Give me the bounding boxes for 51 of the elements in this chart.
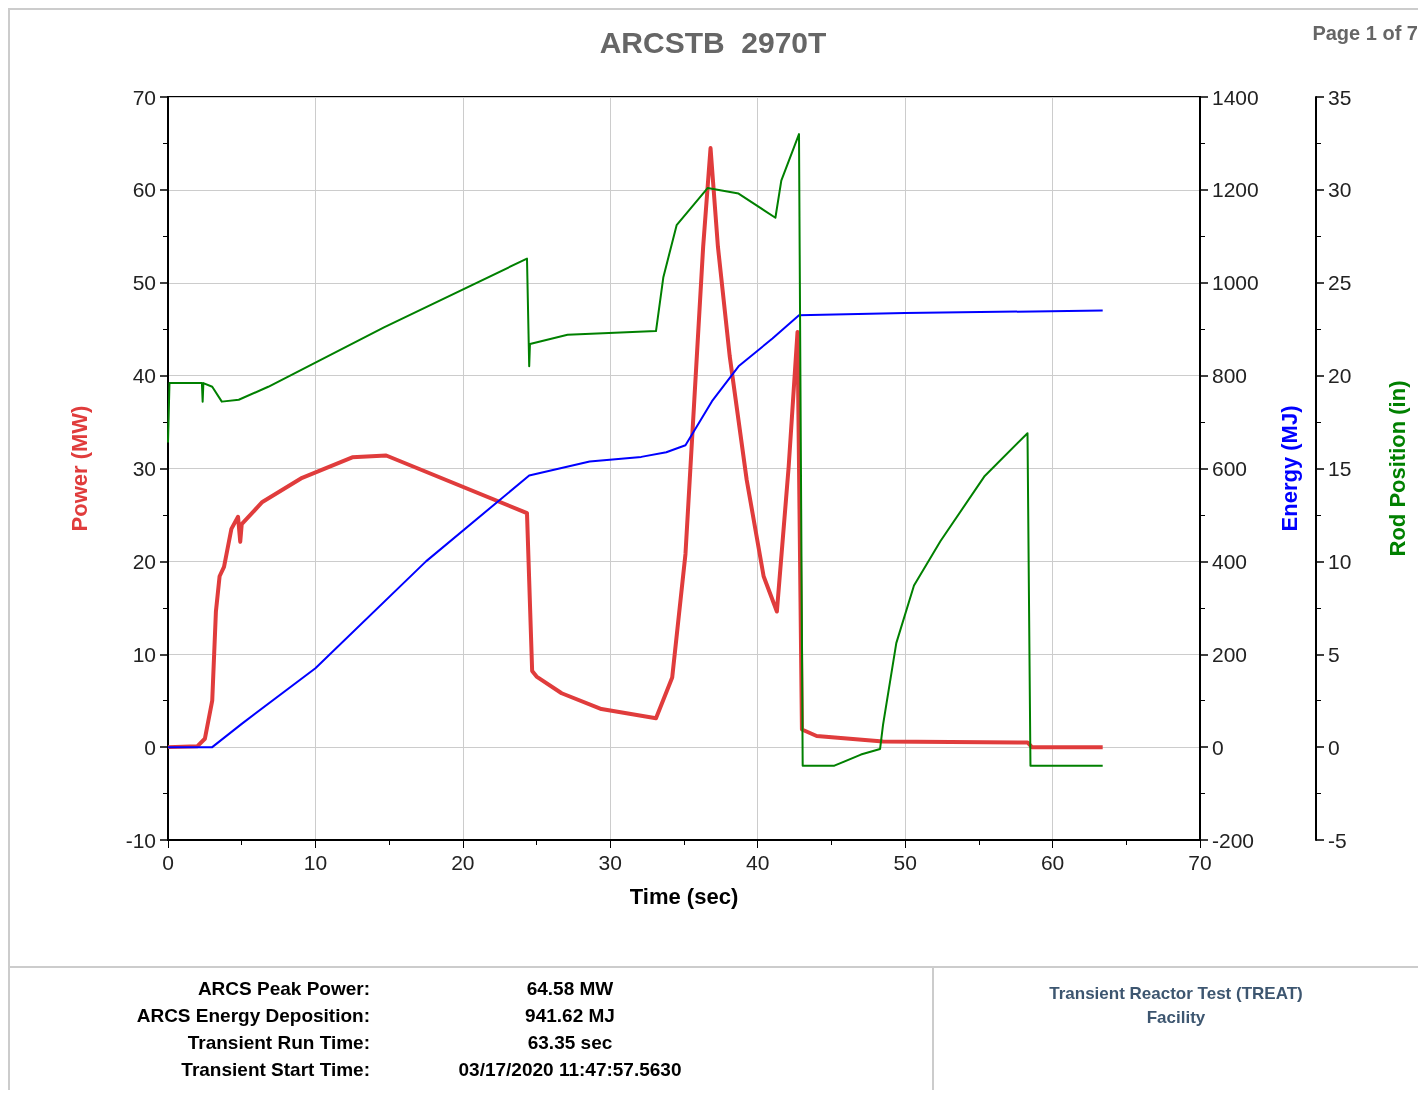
y-tick-label: 30 — [132, 457, 156, 480]
y-tick-label: 60 — [132, 178, 156, 202]
y-tick-label: 50 — [132, 271, 156, 295]
y3-tick-label: 5 — [1328, 642, 1340, 666]
y2-tick-label: 1400 — [1212, 85, 1259, 109]
y3-tick-label: 15 — [1328, 457, 1352, 480]
x-tick-label: 10 — [303, 851, 328, 874]
y-tick-label: -10 — [125, 828, 156, 852]
text: 941.62 MJ — [524, 1005, 616, 1028]
y2-tick-label: 800 — [1212, 364, 1248, 388]
y3-axis-title: Rod Position (in) — [1384, 380, 1410, 557]
x-axis-title: Time (sec) — [629, 883, 739, 909]
y3-tick-label: 25 — [1328, 271, 1352, 295]
text: 63.35 sec — [526, 1032, 614, 1055]
y3-tick-label: 20 — [1328, 364, 1352, 388]
x-tick-label: 20 — [451, 851, 475, 874]
x-tick-label: 60 — [1040, 851, 1065, 874]
text: ARCS Peak Power: — [196, 978, 370, 1001]
text: 03/17/2020 11:47:57.5630 — [457, 1059, 683, 1082]
y2-tick-label: 400 — [1212, 549, 1248, 573]
x-tick-label: 30 — [598, 851, 622, 874]
y3-tick-label: 30 — [1328, 178, 1352, 202]
y3-tick-label: 35 — [1328, 85, 1352, 109]
text: Transient Reactor Test (TREAT) Facility — [1048, 983, 1304, 1029]
text: 64.58 MW — [525, 978, 615, 1001]
y-tick-label: 10 — [132, 642, 156, 666]
x-tick-label: 0 — [162, 851, 174, 874]
y3-tick-label: 10 — [1328, 549, 1352, 573]
text: Transient Run Time: — [186, 1032, 370, 1055]
y-tick-label: 20 — [132, 549, 156, 573]
text: Page 1 of 7 — [1312, 22, 1418, 45]
y2-tick-label: 1000 — [1212, 271, 1259, 295]
y2-axis-title: Energy (MJ) — [1276, 405, 1302, 532]
y2-tick-label: -200 — [1212, 828, 1255, 852]
y2-tick-label: 0 — [1212, 735, 1224, 759]
y-tick-label: 70 — [132, 85, 156, 109]
text: Transient Start Time: — [180, 1059, 370, 1082]
line-series — [167, 309, 1104, 749]
y3-tick-label: -5 — [1328, 828, 1347, 852]
y2-tick-label: 1200 — [1212, 178, 1259, 202]
y-tick-label: 40 — [132, 364, 156, 388]
x-tick-label: 40 — [746, 851, 770, 874]
y2-tick-label: 600 — [1212, 457, 1248, 480]
x-tick-label: 50 — [893, 851, 917, 874]
y-axis-title: Power (MW) — [66, 405, 92, 532]
y-tick-label: 0 — [144, 735, 156, 759]
text: ARCS Energy Deposition: — [135, 1005, 370, 1028]
y2-tick-label: 200 — [1212, 642, 1248, 666]
chart-title: ARCSTB 2970T — [599, 25, 827, 59]
y3-tick-label: 0 — [1328, 735, 1340, 759]
x-tick-label: 70 — [1188, 851, 1212, 874]
